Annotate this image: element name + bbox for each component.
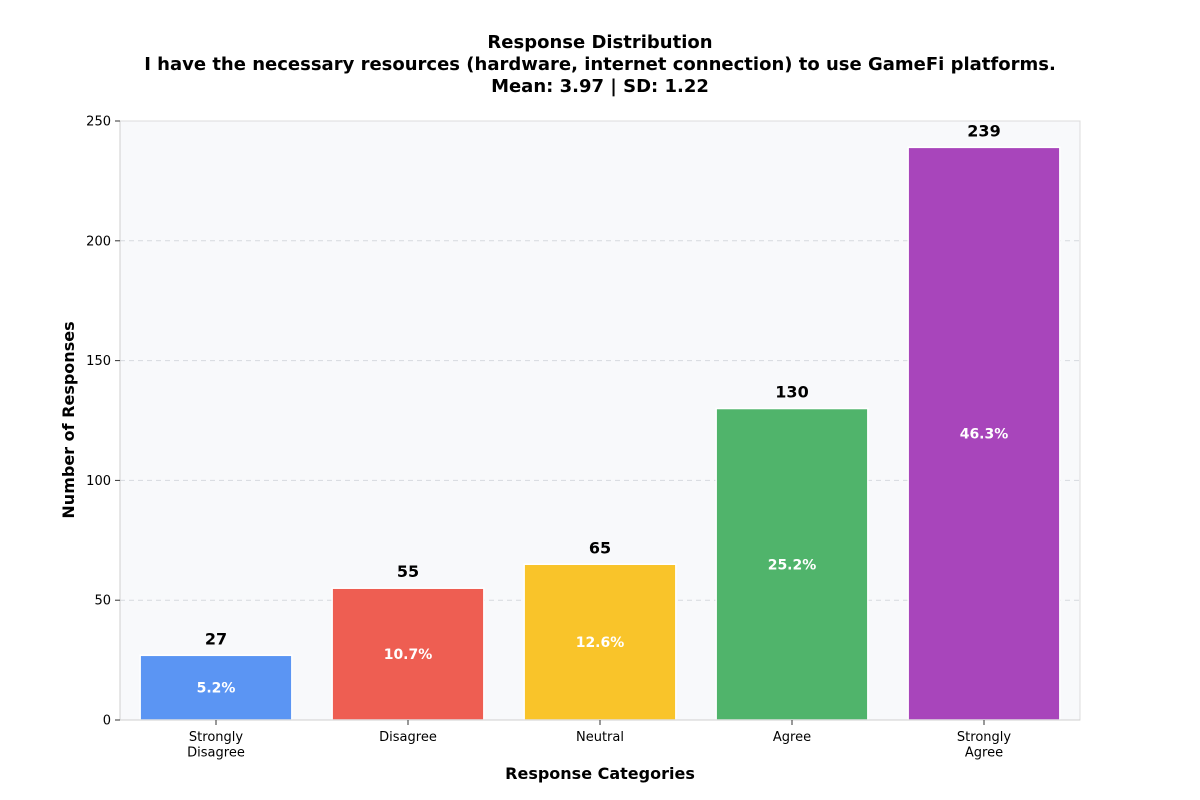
bar-value-label: 27 bbox=[205, 629, 227, 648]
bar-percent-label: 10.7% bbox=[384, 647, 433, 663]
x-tick-label: Neutral bbox=[576, 730, 624, 745]
y-tick-label: 100 bbox=[86, 474, 111, 489]
x-tick-label: Disagree bbox=[379, 730, 437, 745]
bar bbox=[523, 563, 677, 721]
bar bbox=[139, 654, 293, 721]
chart-title: Response Distribution I have the necessa… bbox=[144, 32, 1056, 97]
bar-value-label: 55 bbox=[397, 562, 419, 581]
y-tick-label: 50 bbox=[94, 594, 111, 609]
bar-value-label: 130 bbox=[775, 383, 808, 402]
chart-subtitle-question: I have the necessary resources (hardware… bbox=[144, 54, 1056, 75]
y-tick-label: 150 bbox=[86, 354, 111, 369]
bar-labels: 27 5.2% 55 10.7% 65 12.6% 130 25.2% 239 46.3% bbox=[197, 121, 1009, 696]
bar-percent-label: 25.2% bbox=[768, 557, 817, 573]
y-tick-label: 250 bbox=[86, 115, 111, 130]
x-tick-label: Strongly Disagree bbox=[187, 730, 245, 761]
x-tick-label: Agree bbox=[773, 730, 811, 745]
bar-percent-label: 46.3% bbox=[960, 427, 1009, 443]
bar-percent-label: 12.6% bbox=[576, 635, 625, 651]
bar-percent-label: 5.2% bbox=[197, 681, 236, 697]
chart-subtitle-stats: Mean: 3.97 | SD: 1.22 bbox=[491, 76, 709, 97]
x-axis-title: Response Categories bbox=[505, 764, 695, 783]
y-axis: 0 50 100 150 200 250 bbox=[86, 115, 121, 729]
y-tick-label: 200 bbox=[86, 234, 111, 249]
x-tick-label: Strongly Agree bbox=[957, 730, 1011, 761]
bar bbox=[331, 587, 485, 721]
bar-value-label: 65 bbox=[589, 538, 611, 557]
bar bbox=[907, 146, 1061, 721]
chart-title-line: Response Distribution bbox=[487, 32, 712, 53]
y-tick-label: 0 bbox=[103, 714, 111, 729]
y-axis-title: Number of Responses bbox=[59, 321, 78, 518]
bar-value-label: 239 bbox=[967, 121, 1000, 140]
x-axis: Strongly Disagree Disagree Neutral Agree Stro… bbox=[120, 719, 1080, 761]
